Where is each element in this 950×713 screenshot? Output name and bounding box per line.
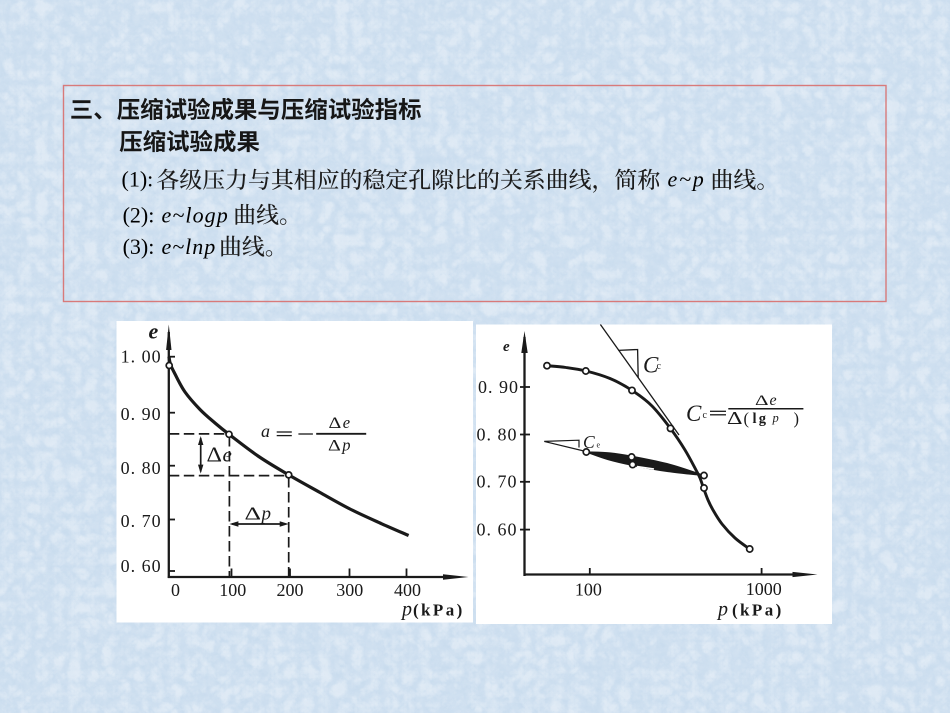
svg-text:C: C xyxy=(686,401,702,426)
svg-text:e: e xyxy=(503,339,510,355)
svg-text:p: p xyxy=(716,599,728,621)
svg-text:(1):: (1): xyxy=(122,167,154,192)
svg-text:1. 00: 1. 00 xyxy=(121,347,162,367)
svg-text:c: c xyxy=(657,361,662,372)
svg-text:(2):: (2): xyxy=(123,203,155,228)
svg-text:200: 200 xyxy=(277,580,304,600)
svg-text:400: 400 xyxy=(394,580,421,600)
svg-text:e~logp: e~logp xyxy=(162,203,229,228)
svg-text:a: a xyxy=(261,421,270,441)
svg-text:Δp: Δp xyxy=(328,435,351,454)
svg-text:(: ( xyxy=(744,409,750,428)
svg-text:(kPa): (kPa) xyxy=(413,601,465,620)
svg-text:e: e xyxy=(149,319,159,344)
svg-text:e~lnp: e~lnp xyxy=(162,234,217,259)
svg-text:p: p xyxy=(772,411,779,425)
svg-text:p: p xyxy=(400,599,412,621)
svg-text:0. 80: 0. 80 xyxy=(121,458,162,478)
svg-text:100: 100 xyxy=(575,580,602,600)
svg-text:100: 100 xyxy=(219,580,246,600)
svg-text:(kPa): (kPa) xyxy=(732,601,784,620)
svg-text:1000: 1000 xyxy=(746,579,782,599)
svg-text:0. 60: 0. 60 xyxy=(121,556,162,576)
svg-text:0. 90: 0. 90 xyxy=(478,377,519,397)
svg-text:0. 60: 0. 60 xyxy=(477,519,518,539)
svg-text:Δe: Δe xyxy=(329,413,351,432)
svg-text:Δ: Δ xyxy=(727,408,743,428)
svg-text:0: 0 xyxy=(171,580,180,600)
svg-text:(3):: (3): xyxy=(123,234,155,259)
svg-text:Δe: Δe xyxy=(755,392,777,409)
svg-text:C: C xyxy=(583,432,595,452)
svg-text:0. 70: 0. 70 xyxy=(477,472,518,492)
svg-text:C: C xyxy=(643,352,659,377)
svg-text:0. 70: 0. 70 xyxy=(121,511,162,531)
svg-text:lg: lg xyxy=(753,411,769,427)
svg-text:): ) xyxy=(794,409,800,428)
svg-text:e: e xyxy=(597,441,601,450)
svg-text:0. 90: 0. 90 xyxy=(121,404,162,424)
svg-text:e~p: e~p xyxy=(668,167,706,192)
svg-text:0. 80: 0. 80 xyxy=(477,424,518,444)
svg-text:c: c xyxy=(703,410,708,421)
svg-text:Δe: Δe xyxy=(207,443,232,467)
svg-text:300: 300 xyxy=(336,580,363,600)
svg-text:Δp: Δp xyxy=(245,504,272,525)
